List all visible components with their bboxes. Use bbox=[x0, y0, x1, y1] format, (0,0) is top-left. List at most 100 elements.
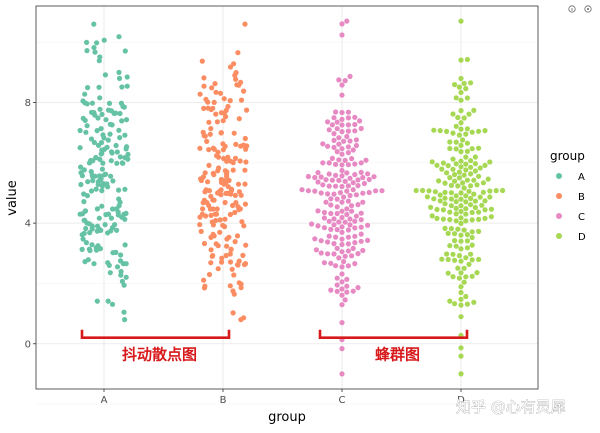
data-point bbox=[97, 106, 103, 112]
data-point bbox=[379, 188, 385, 194]
data-point bbox=[336, 255, 342, 261]
data-point bbox=[477, 194, 483, 200]
annotation-bracket bbox=[318, 329, 469, 340]
data-point bbox=[118, 100, 124, 106]
data-point bbox=[206, 202, 212, 208]
data-point bbox=[464, 232, 470, 238]
data-point bbox=[358, 210, 364, 216]
data-point bbox=[234, 262, 241, 268]
data-point bbox=[201, 197, 207, 203]
data-point bbox=[235, 50, 241, 56]
data-point bbox=[320, 160, 326, 166]
data-point bbox=[339, 249, 345, 255]
annotation-label: 蜂群图 bbox=[375, 346, 420, 364]
data-point bbox=[122, 132, 128, 138]
data-point bbox=[83, 129, 89, 135]
data-point bbox=[224, 173, 230, 179]
data-point bbox=[213, 89, 219, 95]
data-point bbox=[212, 211, 218, 217]
data-point bbox=[436, 178, 442, 184]
data-point bbox=[325, 251, 331, 257]
data-point bbox=[464, 177, 470, 183]
data-point bbox=[344, 206, 350, 212]
data-point bbox=[315, 223, 321, 229]
data-point bbox=[452, 301, 458, 307]
data-point bbox=[458, 270, 464, 276]
data-point bbox=[124, 83, 130, 89]
data-point bbox=[339, 224, 345, 230]
data-point bbox=[463, 218, 469, 224]
data-point bbox=[352, 233, 358, 239]
data-point bbox=[88, 188, 95, 194]
data-point bbox=[325, 191, 331, 197]
data-point bbox=[201, 83, 207, 89]
data-point bbox=[344, 289, 350, 295]
data-point bbox=[89, 100, 95, 106]
data-point bbox=[333, 183, 339, 189]
data-point bbox=[349, 156, 355, 162]
data-point bbox=[468, 195, 474, 202]
data-point bbox=[331, 222, 337, 228]
data-point bbox=[97, 246, 103, 252]
data-point bbox=[458, 196, 464, 202]
data-point bbox=[231, 272, 237, 278]
data-point bbox=[365, 222, 371, 228]
data-point bbox=[118, 268, 124, 275]
data-point bbox=[84, 101, 90, 107]
data-point bbox=[472, 168, 478, 174]
data-point bbox=[458, 353, 464, 359]
data-point bbox=[344, 283, 350, 289]
data-point bbox=[469, 242, 475, 248]
data-point bbox=[345, 109, 351, 115]
data-point bbox=[476, 216, 482, 222]
data-point bbox=[450, 130, 456, 136]
data-point bbox=[453, 161, 459, 167]
data-point bbox=[326, 233, 332, 239]
data-point bbox=[84, 123, 90, 129]
data-point bbox=[318, 250, 324, 256]
data-point bbox=[238, 285, 244, 291]
data-point bbox=[242, 21, 248, 27]
data-point bbox=[464, 140, 470, 146]
data-point bbox=[444, 128, 450, 134]
data-point bbox=[215, 149, 221, 155]
data-point bbox=[468, 80, 474, 86]
data-point bbox=[458, 345, 464, 351]
data-point bbox=[214, 119, 220, 125]
data-point bbox=[469, 234, 475, 241]
data-point bbox=[313, 247, 319, 253]
data-point bbox=[229, 266, 235, 272]
data-point bbox=[110, 178, 116, 184]
data-point bbox=[231, 130, 237, 136]
data-point bbox=[448, 182, 454, 188]
data-point bbox=[447, 209, 453, 215]
data-point bbox=[202, 170, 208, 176]
data-point bbox=[312, 188, 318, 194]
data-point bbox=[334, 227, 340, 233]
data-point bbox=[439, 256, 445, 262]
data-point bbox=[352, 114, 358, 120]
data-point bbox=[208, 247, 214, 253]
legend-label: A bbox=[578, 172, 585, 183]
data-point bbox=[326, 218, 332, 224]
data-point bbox=[366, 176, 372, 183]
data-point bbox=[320, 141, 326, 147]
data-point bbox=[474, 270, 480, 276]
data-point bbox=[342, 297, 348, 303]
data-point bbox=[117, 110, 123, 117]
data-point bbox=[458, 238, 464, 244]
data-point bbox=[238, 97, 245, 103]
data-point bbox=[197, 222, 203, 228]
data-point bbox=[445, 230, 451, 236]
settings-icon[interactable] bbox=[584, 5, 592, 13]
data-point bbox=[458, 314, 464, 320]
data-point bbox=[361, 180, 367, 187]
data-point bbox=[353, 192, 359, 198]
data-point bbox=[352, 128, 358, 134]
info-icon[interactable] bbox=[568, 5, 576, 13]
data-point bbox=[472, 198, 478, 204]
data-point bbox=[315, 170, 321, 176]
data-point bbox=[440, 207, 446, 213]
legend-label: D bbox=[578, 232, 586, 243]
